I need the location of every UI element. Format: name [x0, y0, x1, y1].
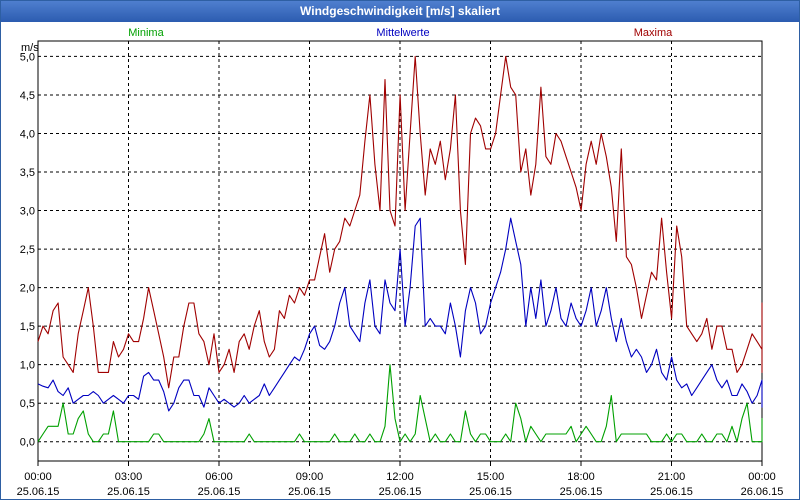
y-tick-label: 1,0: [20, 360, 35, 372]
y-tick-label: 0,0: [20, 437, 35, 449]
x-tick-time-label: 00:00: [24, 471, 52, 483]
x-tick-date-label: 25.06.15: [379, 486, 422, 498]
series-layer: [37, 55, 763, 443]
y-tick-label: 0,5: [20, 398, 35, 410]
legend: Minima Mittelwerte Maxima: [128, 27, 673, 39]
legend-mittelwerte: Mittelwerte: [376, 27, 429, 39]
x-tick-time-label: 18:00: [567, 471, 595, 483]
y-tick-label: 2,5: [20, 244, 35, 256]
y-tick-label: 4,0: [20, 128, 35, 140]
series-line-maxima: [37, 55, 763, 389]
x-tick-date-label: 25.06.15: [650, 486, 693, 498]
y-axis-label: m/s: [21, 42, 39, 54]
series-line-mittelwerte: [37, 217, 763, 412]
x-tick-date-label: 25.06.15: [469, 486, 512, 498]
x-tick-date-label: 25.06.15: [560, 486, 603, 498]
legend-maxima: Maxima: [634, 27, 673, 39]
x-tick-date-label: 26.06.15: [741, 486, 784, 498]
x-tick-time-label: 06:00: [205, 471, 233, 483]
chart-title: Windgeschwindigkeit [m/s] skaliert: [1, 1, 799, 22]
x-tick-time-label: 03:00: [115, 471, 143, 483]
x-tick-date-label: 25.06.15: [288, 486, 331, 498]
x-tick-date-label: 25.06.15: [198, 486, 241, 498]
series-line-minima: [37, 364, 763, 443]
x-tick-time-label: 21:00: [658, 471, 686, 483]
y-tick-label: 3,0: [20, 206, 35, 218]
y-tick-label: 5,0: [20, 51, 35, 63]
x-tick-date-label: 25.06.15: [17, 486, 60, 498]
grid: [37, 41, 763, 466]
y-tick-label: 1,5: [20, 321, 35, 333]
x-tick-time-label: 12:00: [386, 471, 414, 483]
x-tick-time-label: 09:00: [296, 471, 324, 483]
y-tick-label: 2,0: [20, 283, 35, 295]
x-tick-time-label: 00:00: [748, 471, 776, 483]
x-tick-date-label: 25.06.15: [107, 486, 150, 498]
y-tick-label: 4,5: [20, 90, 35, 102]
y-tick-label: 3,5: [20, 167, 35, 179]
axis-labels: 0,0 0,5 1,0 1,5 2,0 2,5 3,0 3,5 4,0 4,5 5,0 00:00 25…: [17, 42, 784, 498]
x-tick-time-label: 15:00: [477, 471, 505, 483]
legend-minima: Minima: [128, 27, 164, 39]
